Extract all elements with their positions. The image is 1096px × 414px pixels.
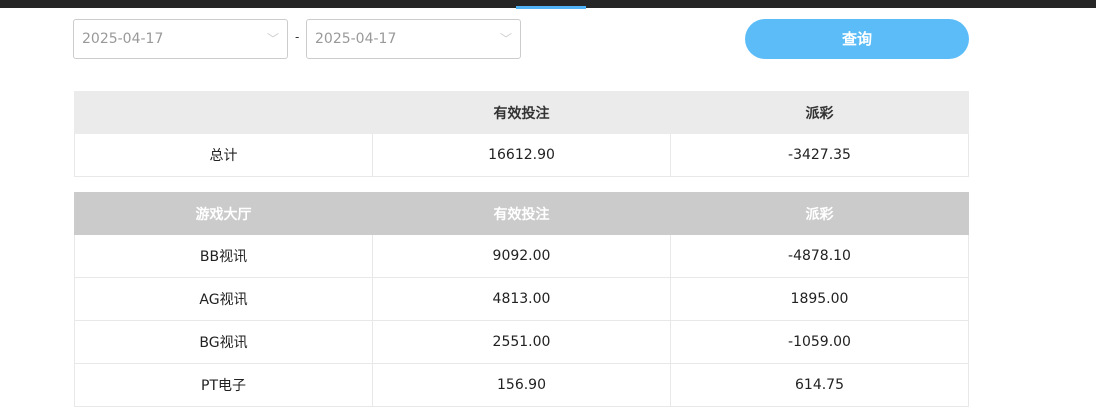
cell: 9092.00 (372, 234, 671, 278)
top-nav-bar (0, 0, 1096, 9)
cell: 2551.00 (372, 320, 671, 364)
header-cell (74, 91, 373, 134)
header-cell: 派彩 (670, 192, 969, 235)
date-separator: - (295, 30, 300, 44)
table-row: BG视讯 2551.00 -1059.00 (74, 320, 969, 364)
cell: 4813.00 (372, 277, 671, 321)
header-cell: 游戏大厅 (74, 192, 373, 235)
halls-table: 游戏大厅 有效投注 派彩 BB视讯 9092.00 -4878.10 AG视讯 481… (74, 192, 969, 407)
cell: -3427.35 (670, 133, 969, 177)
halls-header: 游戏大厅 有效投注 派彩 (74, 192, 969, 235)
table-row: AG视讯 4813.00 1895.00 (74, 277, 969, 321)
cell: BG视讯 (74, 320, 373, 364)
cell: 1895.00 (670, 277, 969, 321)
cell: -4878.10 (670, 234, 969, 278)
cell: AG视讯 (74, 277, 373, 321)
header-cell: 派彩 (670, 91, 969, 134)
chevron-down-icon: ﹀ (266, 32, 279, 46)
end-date-picker[interactable]: 2025-04-17 ﹀ (306, 19, 521, 59)
header-cell: 有效投注 (372, 91, 671, 134)
cell: 614.75 (670, 363, 969, 407)
table-row: BB视讯 9092.00 -4878.10 (74, 234, 969, 278)
end-date-value: 2025-04-17 (315, 31, 397, 47)
cell: 总计 (74, 133, 373, 177)
summary-table: 有效投注 派彩 总计 16612.90 -3427.35 (74, 91, 969, 177)
cell: BB视讯 (74, 234, 373, 278)
query-button[interactable]: 查询 (745, 19, 969, 59)
start-date-value: 2025-04-17 (82, 31, 164, 47)
chevron-down-icon: ﹀ (499, 32, 512, 46)
table-row: PT电子 156.90 614.75 (74, 363, 969, 407)
summary-header: 有效投注 派彩 (74, 91, 969, 134)
start-date-picker[interactable]: 2025-04-17 ﹀ (73, 19, 288, 59)
cell: PT电子 (74, 363, 373, 407)
active-tab-indicator (516, 6, 586, 9)
header-cell: 有效投注 (372, 192, 671, 235)
cell: 16612.90 (372, 133, 671, 177)
cell: 156.90 (372, 363, 671, 407)
cell: -1059.00 (670, 320, 969, 364)
total-row: 总计 16612.90 -3427.35 (74, 133, 969, 177)
